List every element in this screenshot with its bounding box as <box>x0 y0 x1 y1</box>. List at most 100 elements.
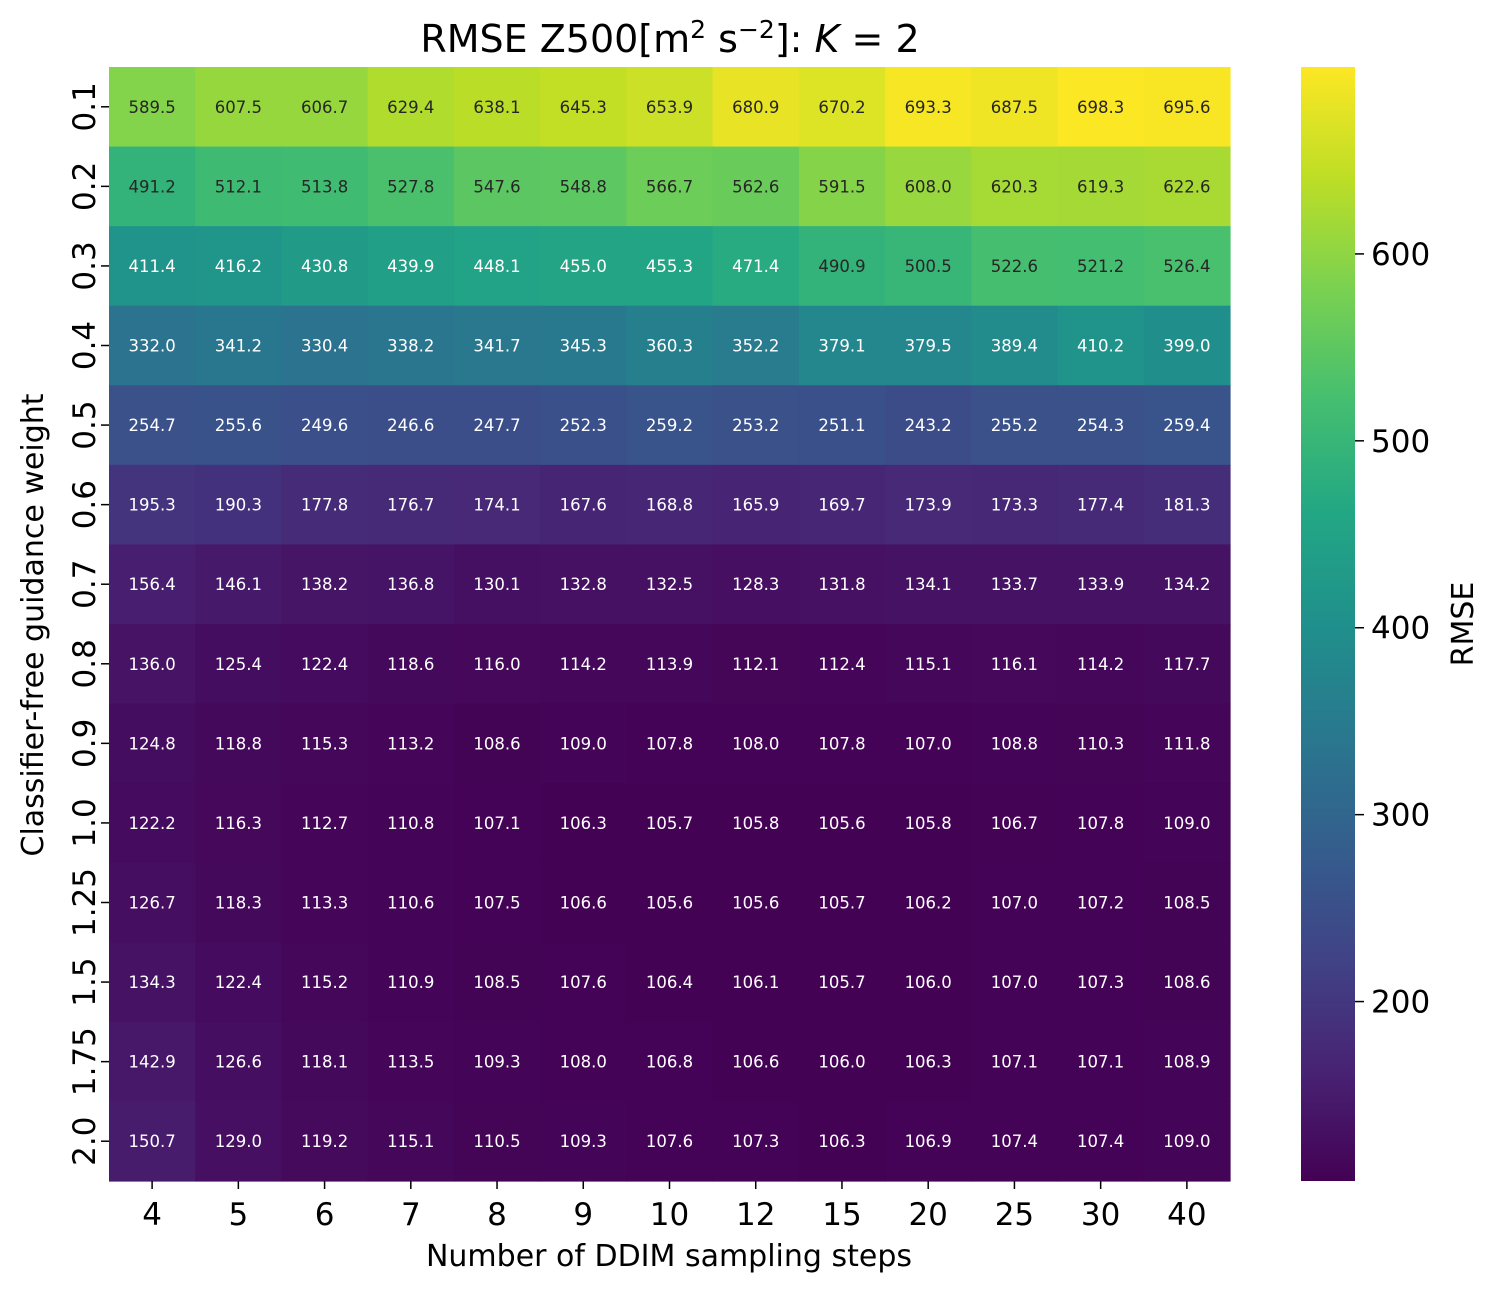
heatmap-cell <box>281 385 369 466</box>
cell-value-label: 116.0 <box>473 655 520 674</box>
heatmap-cell <box>1143 226 1231 307</box>
heatmap-cell <box>798 783 886 864</box>
cell-value-label: 107.0 <box>991 973 1038 992</box>
cell-value-label: 106.6 <box>732 1053 779 1072</box>
cell-value-label: 411.4 <box>128 257 175 276</box>
cell-value-label: 619.3 <box>1077 177 1124 196</box>
heatmap-cell <box>540 783 627 864</box>
heatmap-cell <box>1143 703 1231 784</box>
heatmap-cell <box>1057 862 1145 943</box>
cell-value-label: 132.8 <box>560 575 607 594</box>
heatmap-cell <box>195 226 283 307</box>
cell-value-label: 181.3 <box>1163 496 1210 515</box>
heatmap-cell <box>367 624 455 705</box>
heatmap-cell <box>712 862 800 943</box>
heatmap-cell <box>540 1101 627 1182</box>
cell-value-label: 448.1 <box>473 257 520 276</box>
cell-value-label: 526.4 <box>1163 257 1210 276</box>
cell-value-label: 125.4 <box>215 655 262 674</box>
heatmap-cell <box>626 544 714 625</box>
x-tick-label: 5 <box>228 1197 248 1233</box>
heatmap-cell <box>798 226 886 307</box>
cell-value-label: 645.3 <box>560 98 607 117</box>
heatmap-cell <box>885 1101 972 1182</box>
heatmap-cell <box>1057 1101 1145 1182</box>
x-tick-label: 6 <box>315 1197 335 1233</box>
heatmap-cell <box>712 67 800 148</box>
heatmap-cell <box>453 305 541 386</box>
cell-value-label: 136.8 <box>387 575 434 594</box>
cell-value-label: 106.3 <box>905 1053 952 1072</box>
cell-value-label: 471.4 <box>732 257 779 276</box>
cell-value-label: 105.6 <box>732 894 779 913</box>
heatmap-cell <box>1143 67 1231 148</box>
heatmap-cell <box>798 544 886 625</box>
cell-value-label: 114.2 <box>1077 655 1124 674</box>
heatmap-cell <box>367 305 455 386</box>
heatmap-cell <box>626 1021 714 1103</box>
y-tick-label: 1.0 <box>67 798 103 847</box>
cell-value-label: 106.2 <box>905 894 952 913</box>
cell-value-label: 108.9 <box>1163 1053 1210 1072</box>
heatmap-cell <box>367 146 455 227</box>
cell-value-label: 115.3 <box>301 734 348 753</box>
cell-value-label: 247.7 <box>473 416 520 435</box>
cell-value-label: 110.8 <box>387 814 434 833</box>
cell-value-label: 136.0 <box>128 655 175 674</box>
heatmap-cell <box>971 1021 1059 1103</box>
heatmap-cell <box>1143 624 1231 705</box>
x-tick-label: 25 <box>995 1197 1034 1233</box>
heatmap-cell <box>1057 146 1145 227</box>
cell-value-label: 410.2 <box>1077 337 1124 356</box>
heatmap-cell <box>367 226 455 307</box>
cell-value-label: 246.6 <box>387 416 434 435</box>
cell-value-label: 114.2 <box>560 655 607 674</box>
cell-value-label: 113.5 <box>387 1053 434 1072</box>
cell-value-label: 168.8 <box>646 496 693 515</box>
heatmap-cell <box>367 464 455 546</box>
heatmap-cell <box>109 226 196 307</box>
heatmap-cell <box>1143 146 1231 227</box>
heatmap-cell <box>109 942 196 1023</box>
cell-value-label: 105.6 <box>646 894 693 913</box>
heatmap-cell <box>195 305 283 386</box>
heatmap-cell <box>885 146 972 227</box>
heatmap-cell <box>109 862 196 943</box>
heatmap-cell <box>540 146 627 227</box>
cell-value-label: 254.3 <box>1077 416 1124 435</box>
heatmap-cell <box>712 1101 800 1182</box>
cell-value-label: 130.1 <box>473 575 520 594</box>
cell-value-label: 254.7 <box>128 416 175 435</box>
x-tick-label: 10 <box>650 1197 689 1233</box>
cell-value-label: 562.6 <box>732 177 779 196</box>
heatmap-cell <box>1143 783 1231 864</box>
cell-value-label: 107.5 <box>473 894 520 913</box>
heatmap-cell <box>712 1021 800 1103</box>
heatmap-cell <box>540 464 627 546</box>
cell-value-label: 255.6 <box>215 416 262 435</box>
cell-value-label: 105.6 <box>818 814 865 833</box>
heatmap-cell <box>1057 703 1145 784</box>
heatmap-cell <box>626 385 714 466</box>
y-tick-label: 1.75 <box>67 1027 103 1096</box>
heatmap-cell <box>626 305 714 386</box>
cell-value-label: 416.2 <box>215 257 262 276</box>
cell-value-label: 107.6 <box>646 1132 693 1151</box>
cell-value-label: 134.1 <box>905 575 952 594</box>
heatmap-cell <box>885 942 972 1023</box>
cell-value-label: 107.8 <box>1077 814 1124 833</box>
heatmap-cell <box>971 783 1059 864</box>
heatmap-cell <box>453 226 541 307</box>
cell-value-label: 110.3 <box>1077 734 1124 753</box>
heatmap-cell <box>453 862 541 943</box>
cell-value-label: 608.0 <box>905 177 952 196</box>
heatmap-cell <box>971 862 1059 943</box>
y-tick-label: 2.0 <box>67 1117 103 1166</box>
heatmap-cell <box>367 1101 455 1182</box>
heatmap-cell <box>367 1021 455 1103</box>
cell-value-label: 653.9 <box>646 98 693 117</box>
cell-value-label: 106.0 <box>905 973 952 992</box>
cell-value-label: 606.7 <box>301 98 348 117</box>
heatmap-cell <box>712 703 800 784</box>
cell-value-label: 174.1 <box>473 496 520 515</box>
